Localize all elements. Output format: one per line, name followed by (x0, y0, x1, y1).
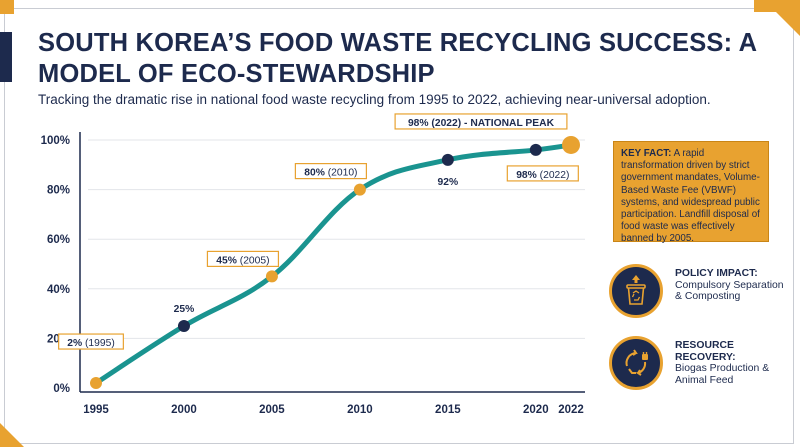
y-tick-label: 40% (47, 284, 70, 296)
data-label-box (58, 333, 124, 350)
data-label-box (394, 113, 568, 130)
page-title: SOUTH KOREA’S FOOD WASTE RECYCLING SUCCE… (38, 29, 757, 88)
infographic-frame (4, 8, 794, 444)
recycle-bin-icon (609, 264, 663, 318)
data-label: 2% (1995) (67, 338, 115, 349)
data-label: 98% (2022) - NATIONAL PEAK (408, 118, 555, 129)
data-point-marker (529, 143, 542, 156)
impact-heading: POLICY IMPACT: (675, 268, 758, 279)
data-point-marker (177, 320, 190, 332)
impact-heading: RESOURCE RECOVERY: (675, 340, 736, 363)
data-label: 98% (2022) (516, 170, 569, 181)
x-tick-label: 2015 (435, 404, 461, 416)
series-line (93, 142, 574, 386)
key-fact-label: KEY FACT: (621, 148, 672, 159)
data-point-marker (265, 270, 278, 283)
corner-accent (0, 0, 14, 14)
y-tick-label: 0% (53, 383, 70, 395)
title-accent-bar (0, 32, 12, 82)
data-label: 25% (174, 304, 195, 315)
data-point-marker (441, 153, 454, 166)
data-point-marker (562, 135, 580, 154)
recycle-plug-icon (609, 336, 663, 390)
x-tick-label: 2000 (171, 404, 197, 416)
y-tick-label: 80% (47, 185, 70, 197)
x-tick-label: 2005 (259, 404, 285, 416)
impact-text: Compulsory Separation & Composting (675, 279, 784, 303)
data-point-marker (90, 377, 102, 390)
x-tick-label: 2010 (347, 404, 373, 416)
y-tick-label: 60% (47, 234, 70, 246)
corner-accent (772, 8, 800, 36)
x-tick-label: 2022 (558, 404, 584, 416)
impact-text: Biogas Production & Animal Feed (675, 363, 770, 386)
data-label-box (294, 163, 367, 180)
page-subtitle: Tracking the dramatic rise in national f… (38, 92, 711, 107)
y-tick-label: 100% (41, 135, 70, 147)
data-point-marker (353, 183, 366, 196)
data-label: 45% (2005) (216, 255, 269, 266)
key-fact-box: KEY FACT: A rapid transformation driven … (613, 141, 769, 245)
data-label-box (206, 250, 280, 267)
corner-accent (0, 423, 24, 447)
x-tick-label: 2020 (523, 404, 549, 416)
key-fact-text: A rapid transformation driven by strict … (621, 148, 760, 245)
data-label-box (506, 165, 579, 182)
x-tick-label: 1995 (83, 404, 109, 416)
data-label: 92% (438, 177, 459, 188)
data-label: 80% (2010) (304, 168, 357, 179)
